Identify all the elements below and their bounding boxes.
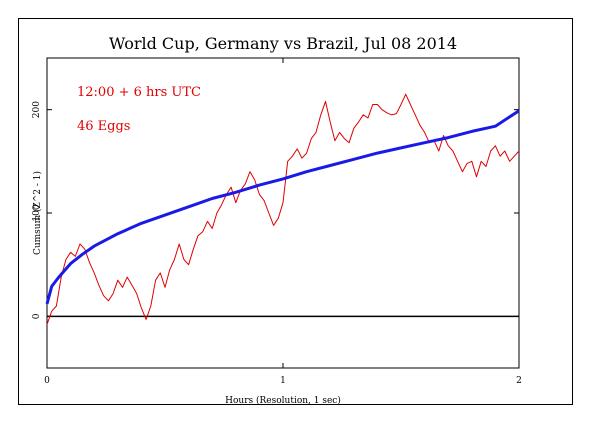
x-axis-label: Hours (Resolution, 1 sec) bbox=[225, 395, 341, 406]
chart-title: World Cup, Germany vs Brazil, Jul 08 201… bbox=[109, 34, 457, 53]
cumsum-series-line bbox=[46, 93, 520, 325]
x-tick-label: 0 bbox=[44, 376, 50, 386]
chart-frame bbox=[18, 18, 573, 405]
plot-area bbox=[46, 57, 520, 369]
y-tick-label: 0 bbox=[32, 313, 42, 319]
y-axis-label: Cumsum (Z^2 - 1) bbox=[32, 171, 43, 255]
time-range-annotation: 12:00 + 6 hrs UTC bbox=[77, 85, 201, 100]
axis-ticks: 0 1 2 0 100 200 bbox=[32, 58, 522, 386]
eggs-count-annotation: 46 Eggs bbox=[77, 119, 130, 134]
y-tick-label: 200 bbox=[32, 101, 42, 118]
x-tick-label: 2 bbox=[516, 376, 522, 386]
expectation-envelope-line bbox=[45, 109, 520, 305]
y-tick-label: 100 bbox=[32, 204, 42, 221]
x-tick-label: 1 bbox=[280, 376, 286, 386]
series-layer bbox=[45, 93, 520, 325]
